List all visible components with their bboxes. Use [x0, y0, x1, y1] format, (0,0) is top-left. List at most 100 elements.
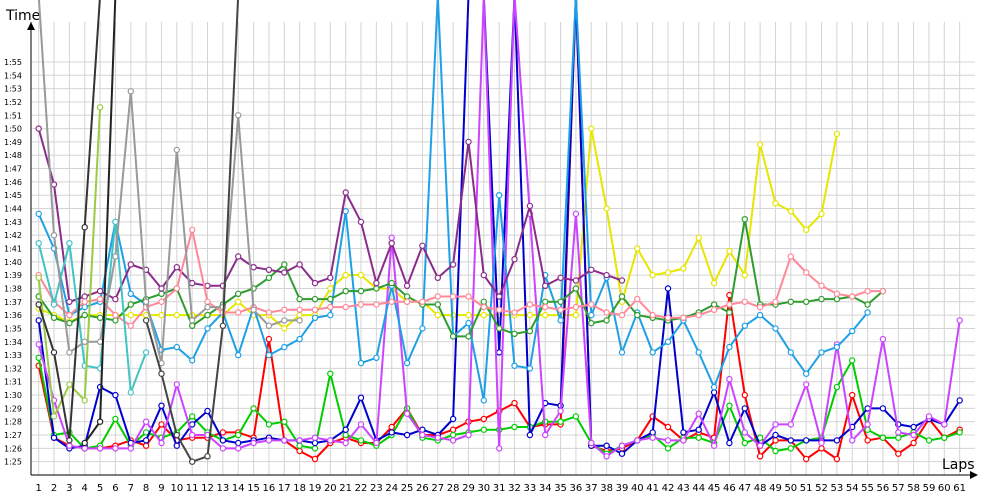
- data-point: [388, 423, 395, 431]
- data-point: [419, 325, 426, 332]
- data-point: [342, 439, 349, 447]
- data-point: [480, 426, 487, 433]
- x-tick-label: 26: [416, 483, 429, 494]
- data-point: [373, 439, 380, 447]
- data-point: [664, 338, 672, 345]
- data-point: [173, 343, 180, 351]
- data-point: [956, 429, 963, 436]
- data-point: [388, 239, 395, 247]
- data-point: [35, 274, 42, 281]
- data-point: [204, 303, 211, 311]
- data-point: [925, 413, 933, 420]
- data-point: [695, 234, 702, 241]
- data-point: [81, 311, 88, 319]
- data-point: [588, 301, 595, 308]
- y-tick-label: 1:33: [4, 351, 22, 360]
- data-point: [96, 295, 104, 303]
- x-tick-label: 48: [754, 483, 767, 494]
- data-point: [449, 415, 457, 423]
- data-point: [956, 317, 963, 324]
- data-point: [158, 402, 165, 409]
- data-point: [281, 418, 288, 425]
- x-tick-label: 22: [355, 483, 368, 494]
- data-point: [618, 293, 626, 300]
- y-tick-label: 1:49: [4, 138, 22, 147]
- data-point: [434, 293, 441, 300]
- data-point: [81, 397, 88, 404]
- x-tick-label: 41: [646, 483, 659, 494]
- data-point: [726, 309, 733, 316]
- data-point: [803, 455, 810, 463]
- data-point: [818, 349, 825, 356]
- data-point: [557, 407, 564, 415]
- data-point: [680, 314, 687, 321]
- data-point: [142, 418, 150, 425]
- data-point: [296, 437, 303, 444]
- data-point: [158, 421, 165, 428]
- series-group: [35, 0, 963, 465]
- series-14: [81, 0, 117, 447]
- x-tick-label: 58: [907, 483, 920, 494]
- data-point: [649, 311, 656, 319]
- data-point: [634, 295, 641, 303]
- data-point: [864, 437, 871, 444]
- data-point: [756, 141, 764, 148]
- data-point: [572, 277, 580, 284]
- data-point: [188, 317, 196, 324]
- data-point: [388, 279, 395, 287]
- data-point: [634, 245, 641, 252]
- data-point: [419, 242, 426, 249]
- data-point: [741, 405, 749, 412]
- data-point: [158, 285, 165, 292]
- data-point: [112, 391, 119, 399]
- data-point: [311, 306, 319, 313]
- data-point: [234, 290, 242, 297]
- data-point: [173, 381, 180, 388]
- data-point: [158, 439, 165, 447]
- x-tick-label: 34: [539, 483, 552, 494]
- data-point: [710, 383, 718, 391]
- data-point: [572, 303, 580, 311]
- data-point: [588, 439, 595, 447]
- data-point: [465, 138, 472, 146]
- data-point: [188, 322, 196, 329]
- data-point: [281, 437, 288, 444]
- data-point: [250, 264, 257, 271]
- data-point: [511, 256, 518, 263]
- series-13: [35, 0, 101, 444]
- x-tick-label: 42: [662, 483, 675, 494]
- data-point: [603, 271, 610, 279]
- y-tick-label: 1:50: [4, 125, 22, 134]
- data-point: [35, 210, 42, 218]
- x-tick-label: 12: [201, 483, 214, 494]
- data-point: [603, 453, 610, 460]
- x-tick-label: 11: [186, 483, 199, 494]
- data-point: [342, 431, 349, 439]
- x-tick-label: 32: [508, 483, 521, 494]
- data-point: [741, 322, 749, 329]
- y-tick-label: 1:48: [4, 151, 22, 160]
- data-point: [772, 437, 779, 444]
- data-point: [96, 287, 104, 295]
- x-tick-label: 27: [431, 483, 444, 494]
- data-point: [142, 442, 150, 449]
- series-line: [37, 218, 884, 338]
- data-point: [388, 234, 395, 241]
- x-tick-label: 38: [600, 483, 613, 494]
- data-point: [649, 349, 656, 356]
- data-point: [649, 271, 656, 279]
- data-point: [50, 301, 58, 308]
- data-point: [81, 293, 88, 300]
- data-point: [419, 431, 426, 439]
- x-tick-labels: 1 2 3 4 5 6 7 8 9 10 11 12 13 14 15 16 17 18 19 20 21 22 23 24 2…: [35, 483, 966, 494]
- data-point: [296, 442, 303, 449]
- data-point: [618, 311, 626, 319]
- data-point: [311, 295, 319, 303]
- data-point: [449, 426, 457, 433]
- data-point: [849, 293, 856, 300]
- data-point: [311, 455, 319, 463]
- data-point: [357, 271, 365, 279]
- data-point: [603, 309, 610, 316]
- x-tick-label: 30: [477, 483, 490, 494]
- data-point: [219, 322, 227, 329]
